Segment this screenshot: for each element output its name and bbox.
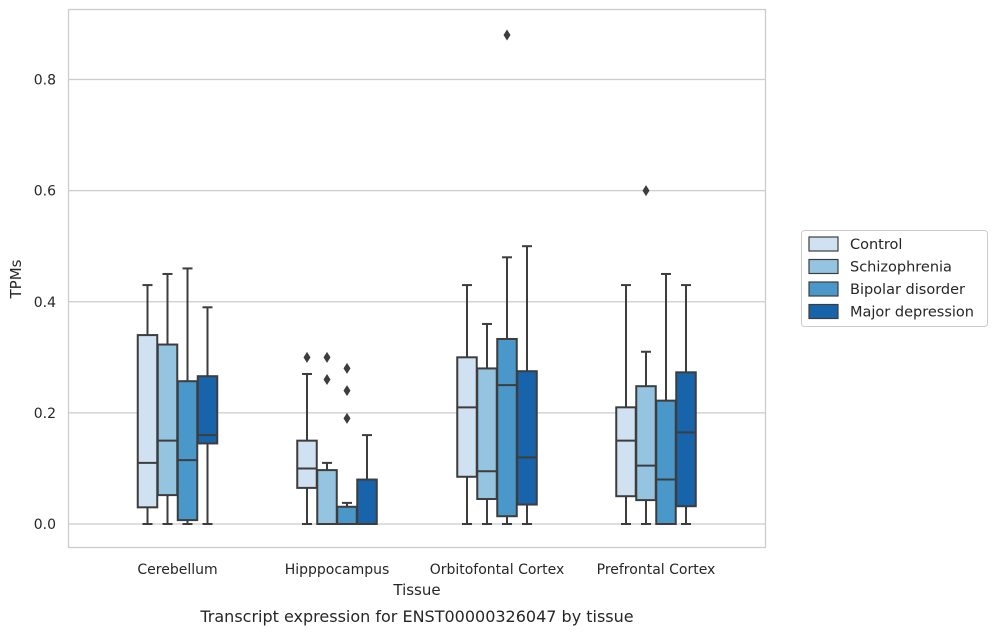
box-iqr — [136, 334, 159, 509]
box-bipolar-disorder — [496, 29, 518, 525]
box-iqr — [336, 505, 358, 526]
box-major-depression — [516, 245, 538, 525]
box-schizophrenia — [476, 322, 498, 525]
box-series — [136, 29, 697, 526]
y-tick-label: 0.2 — [34, 406, 56, 422]
box-schizophrenia — [316, 351, 338, 525]
outlier-point — [323, 351, 331, 363]
box-iqr — [675, 371, 697, 508]
x-tick-label: Hipppocampus — [285, 562, 390, 578]
legend-label: Bipolar disorder — [850, 282, 965, 298]
x-tick-label: Orbitofontal Cortex — [430, 562, 565, 578]
box-control — [296, 351, 318, 525]
outlier-point — [343, 385, 351, 397]
box-iqr — [476, 367, 498, 500]
box-iqr — [456, 356, 478, 478]
box-control — [456, 284, 478, 525]
box-bipolar-disorder — [176, 267, 199, 525]
y-tick-label: 0.4 — [34, 295, 56, 311]
outlier-point — [503, 29, 511, 41]
x-tick-label: Cerebellum — [137, 562, 217, 578]
legend-swatch — [808, 258, 839, 275]
box-control — [136, 284, 159, 525]
legend-label: Major depression — [850, 305, 974, 321]
box-major-depression — [675, 284, 697, 525]
x-axis-title: Tissue — [392, 581, 440, 599]
box-iqr — [356, 478, 378, 525]
box-bipolar-disorder — [655, 272, 677, 525]
legend-swatch — [808, 303, 839, 320]
outlier-point — [642, 185, 650, 197]
box-iqr — [296, 439, 318, 489]
box-iqr — [655, 399, 677, 525]
box-schizophrenia — [156, 272, 179, 525]
y-tick-label: 0.8 — [34, 73, 56, 89]
box-iqr — [496, 337, 518, 518]
box-iqr — [316, 469, 338, 525]
box-iqr — [196, 375, 219, 445]
y-tick-label: 0.6 — [34, 184, 56, 200]
legend: Control Schizophrenia Bipolar disorder Majo… — [801, 230, 988, 327]
box-major-depression — [356, 434, 378, 525]
box-iqr — [615, 406, 637, 498]
outlier-point — [303, 351, 311, 363]
chart-caption: Transcript expression for ENST0000032604… — [199, 607, 633, 626]
outlier-point — [343, 412, 351, 424]
x-tick-labels: Cerebellum Hipppocampus Orbitofontal Corte… — [137, 562, 715, 578]
legend-frame — [801, 230, 988, 327]
y-axis-title: TPMs — [7, 259, 25, 299]
outlier-point — [343, 362, 351, 374]
legend-swatch — [808, 236, 839, 252]
box-schizophrenia — [635, 185, 657, 525]
box-iqr — [176, 380, 199, 522]
legend-label: Control — [850, 237, 902, 253]
box-iqr — [156, 343, 179, 497]
outlier-point — [323, 374, 331, 386]
legend-label: Schizophrenia — [850, 260, 952, 276]
x-tick-label: Prefrontal Cortex — [597, 562, 716, 578]
y-tick-label: 0.0 — [34, 517, 56, 533]
y-tick-labels: 0.0 0.2 0.4 0.6 0.8 — [34, 73, 56, 534]
box-major-depression — [196, 306, 219, 525]
box-iqr — [635, 385, 657, 502]
box-iqr — [516, 370, 538, 506]
legend-swatch — [808, 281, 839, 297]
